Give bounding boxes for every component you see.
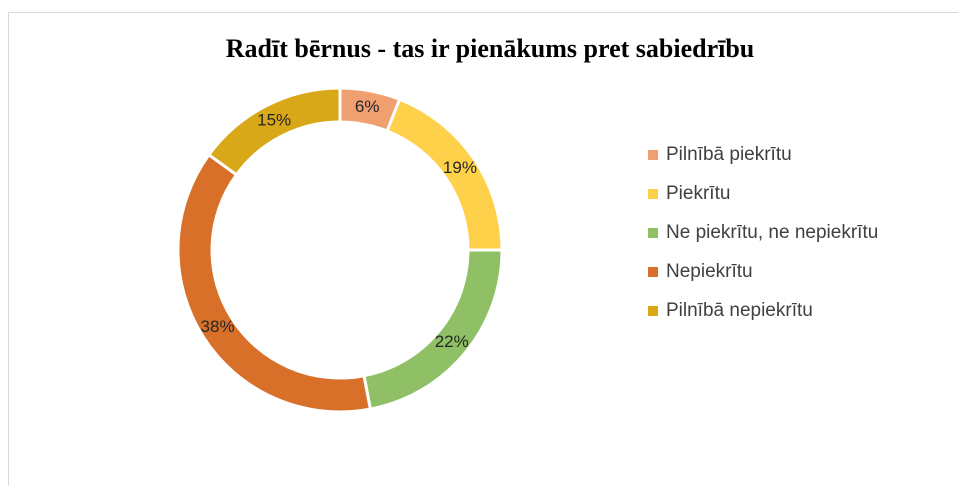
donut-slice xyxy=(206,86,342,177)
donut-slice xyxy=(362,248,504,411)
legend-label: Nepiekrītu xyxy=(666,261,753,282)
chart-border xyxy=(8,12,958,486)
legend-label: Ne piekrītu, ne nepiekrītu xyxy=(666,222,878,243)
legend-label: Pilnībā nepiekrītu xyxy=(666,300,813,321)
legend-swatch xyxy=(648,189,658,199)
data-label: 15% xyxy=(257,110,291,129)
data-label: 38% xyxy=(201,317,235,336)
chart-title: Radīt bērnus - tas ir pienākums pret sab… xyxy=(226,34,755,63)
donut-slice xyxy=(176,152,373,414)
legend-swatch xyxy=(648,267,658,277)
legend-label: Pilnībā piekrītu xyxy=(666,144,792,165)
data-label: 6% xyxy=(355,97,380,116)
legend-swatch xyxy=(648,150,658,160)
legend-swatch xyxy=(648,228,658,238)
data-label: 19% xyxy=(443,158,477,177)
legend-swatch xyxy=(648,306,658,316)
data-label: 22% xyxy=(435,332,469,351)
legend-label: Piekrītu xyxy=(666,183,730,204)
